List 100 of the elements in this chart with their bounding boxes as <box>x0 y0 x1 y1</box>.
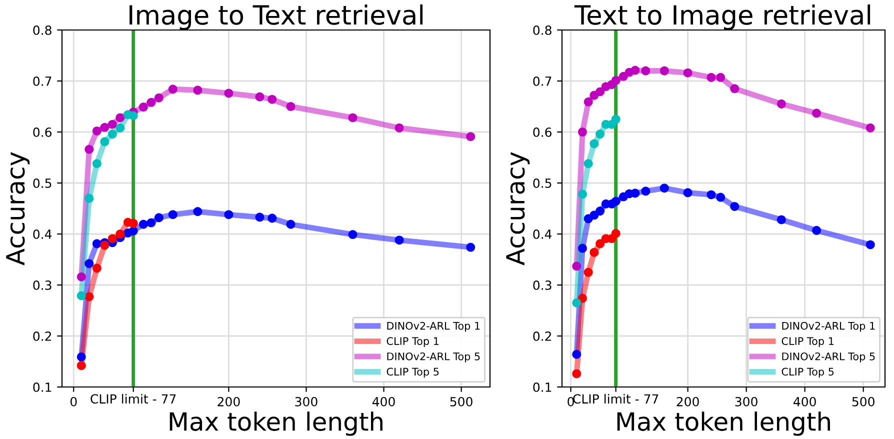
x-tick-label: 0 <box>568 396 574 406</box>
point <box>578 244 587 253</box>
x-tick-label: 300 <box>735 396 758 406</box>
point <box>394 123 404 132</box>
point <box>584 268 593 277</box>
point <box>92 126 102 136</box>
point <box>596 239 605 248</box>
point <box>611 76 620 86</box>
point <box>683 188 692 198</box>
point <box>611 196 620 206</box>
point <box>866 240 875 250</box>
point <box>596 130 605 139</box>
point <box>348 113 358 122</box>
point <box>84 194 94 203</box>
x-axis-title: Max token length <box>170 412 382 436</box>
point <box>108 234 117 244</box>
point <box>660 184 669 193</box>
point <box>154 93 164 102</box>
point <box>683 68 692 78</box>
point <box>146 218 156 228</box>
y-tick-label: 0.7 <box>533 76 552 86</box>
ref-line-label: CLIP limit - 77 <box>90 394 176 404</box>
legend-label: DINOv2-ARL Top 5 <box>782 352 875 362</box>
point <box>630 66 640 75</box>
y-tick-label: 0.4 <box>33 229 52 239</box>
point <box>193 86 202 95</box>
point <box>572 298 582 308</box>
legend-label: CLIP Top 5 <box>782 368 834 378</box>
y-tick-label: 0.4 <box>533 229 552 239</box>
point <box>84 292 94 302</box>
point <box>224 88 234 98</box>
point <box>706 190 716 200</box>
chart-title: Image to Text retrieval <box>130 4 423 30</box>
point <box>706 72 716 82</box>
point <box>268 94 277 104</box>
y-tick-label: 0.6 <box>533 127 552 137</box>
point <box>660 66 669 76</box>
point <box>108 120 117 129</box>
y-axis-title: Accuracy <box>6 152 30 266</box>
point <box>572 350 582 359</box>
point <box>286 102 296 112</box>
point <box>100 122 110 132</box>
y-tick-label: 0.7 <box>33 76 52 86</box>
y-tick-label: 0.5 <box>533 178 552 188</box>
point <box>641 66 650 76</box>
x-tick-label: 500 <box>450 396 472 406</box>
y-tick-label: 0.8 <box>533 25 552 35</box>
legend-label: CLIP Top 5 <box>386 368 439 378</box>
chart-title: Text to Image retrieval <box>574 4 870 30</box>
point <box>572 369 582 378</box>
point <box>584 159 593 168</box>
point <box>578 127 587 137</box>
point <box>578 294 587 303</box>
point <box>224 210 234 220</box>
point <box>641 186 650 196</box>
point <box>84 144 94 154</box>
point <box>92 159 102 168</box>
point <box>630 188 640 198</box>
y-tick-label: 0.6 <box>33 127 52 137</box>
point <box>776 215 786 224</box>
y-tick-label: 0.2 <box>533 331 552 341</box>
point <box>92 239 102 248</box>
y-tick-label: 0.2 <box>33 331 52 341</box>
point <box>466 132 476 142</box>
point <box>116 113 125 122</box>
point <box>146 98 156 107</box>
legend-label: DINOv2-ARL Top 1 <box>387 322 480 332</box>
point <box>348 230 358 240</box>
point <box>154 213 164 222</box>
ref-line-label: CLIP limit - 77 <box>573 394 658 404</box>
point <box>730 202 740 211</box>
point <box>76 272 86 282</box>
point <box>92 264 102 273</box>
point <box>76 361 86 370</box>
point <box>76 352 86 362</box>
point <box>193 207 202 216</box>
point <box>578 190 587 199</box>
point <box>255 92 264 102</box>
y-tick-label: 0.3 <box>533 280 552 290</box>
point <box>168 210 178 220</box>
point <box>76 291 86 300</box>
legend-label: CLIP Top 1 <box>386 337 439 348</box>
x-tick-label: 500 <box>852 396 874 406</box>
y-axis-title: Accuracy <box>506 152 530 266</box>
point <box>466 242 476 252</box>
x-tick-label: 200 <box>676 396 699 406</box>
point <box>138 220 148 229</box>
x-axis-title: Max token length <box>617 412 830 436</box>
point <box>394 236 404 245</box>
point <box>596 87 605 96</box>
point <box>572 262 582 271</box>
x-tick-label: 400 <box>372 396 395 406</box>
y-tick-label: 0.8 <box>33 25 52 35</box>
y-tick-label: 0.3 <box>33 280 52 290</box>
point <box>268 214 277 223</box>
point <box>618 72 628 81</box>
point <box>168 84 178 94</box>
point <box>255 212 264 222</box>
y-tick-label: 0.5 <box>33 178 52 188</box>
point <box>108 130 117 139</box>
